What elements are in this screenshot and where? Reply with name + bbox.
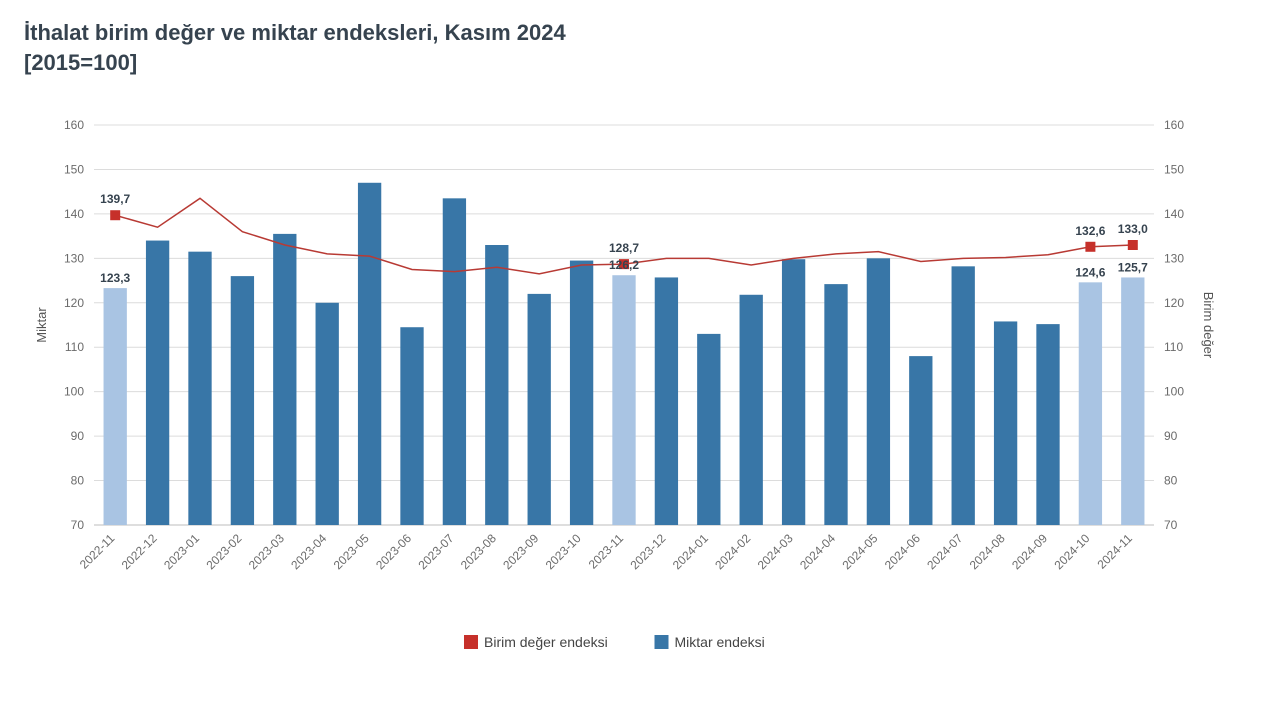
y-tick-right: 160 bbox=[1164, 118, 1184, 132]
x-tick-label: 2023-09 bbox=[500, 531, 541, 572]
x-tick-label: 2024-09 bbox=[1009, 531, 1050, 572]
y-tick-left: 100 bbox=[64, 385, 84, 399]
y-tick-left: 160 bbox=[64, 118, 84, 132]
bar bbox=[655, 278, 678, 526]
x-tick-label: 2023-05 bbox=[331, 531, 372, 572]
chart-title-line1: İthalat birim değer ve miktar endeksleri… bbox=[24, 18, 1256, 48]
bar bbox=[867, 259, 890, 526]
bar-data-label: 126,2 bbox=[609, 259, 639, 273]
y-tick-left: 110 bbox=[65, 341, 84, 355]
y-tick-right: 70 bbox=[1164, 518, 1178, 532]
bar bbox=[782, 260, 805, 526]
x-tick-label: 2024-10 bbox=[1051, 531, 1092, 572]
bar-data-label: 124,6 bbox=[1075, 266, 1105, 280]
x-tick-label: 2024-01 bbox=[670, 531, 711, 572]
x-tick-label: 2024-06 bbox=[882, 531, 923, 572]
y-tick-right: 150 bbox=[1164, 163, 1184, 177]
y-tick-left: 140 bbox=[64, 207, 84, 221]
legend-marker-icon bbox=[464, 635, 478, 649]
legend-label: Birim değer endeksi bbox=[484, 634, 608, 650]
x-tick-label: 2023-02 bbox=[203, 531, 244, 572]
y-tick-right: 90 bbox=[1164, 429, 1178, 443]
y-tick-left: 70 bbox=[71, 518, 85, 532]
bar bbox=[104, 288, 127, 525]
x-tick-label: 2023-01 bbox=[161, 531, 202, 572]
x-tick-label: 2023-06 bbox=[373, 531, 414, 572]
y-tick-left: 120 bbox=[64, 296, 84, 310]
bar bbox=[485, 245, 508, 525]
bar bbox=[909, 356, 932, 525]
bar bbox=[1079, 283, 1102, 526]
x-tick-label: 2022-12 bbox=[119, 531, 160, 572]
bar-data-label: 123,3 bbox=[100, 271, 130, 285]
y-tick-right: 120 bbox=[1164, 296, 1184, 310]
bar bbox=[824, 284, 847, 525]
bar bbox=[994, 322, 1017, 526]
x-tick-label: 2022-11 bbox=[77, 531, 118, 572]
line-data-label: 132,6 bbox=[1075, 224, 1105, 238]
y-tick-left: 130 bbox=[64, 252, 84, 266]
bar bbox=[570, 261, 593, 525]
line-marker bbox=[110, 211, 120, 221]
x-tick-label: 2024-08 bbox=[967, 531, 1008, 572]
chart-container: 70 70 80 80 90 90 100 100 110 110 120 120 130 130 140 1… bbox=[24, 105, 1224, 665]
line-marker bbox=[1128, 240, 1138, 250]
x-tick-label: 2023-10 bbox=[543, 531, 584, 572]
bar bbox=[400, 328, 423, 526]
y-axis-left-label: Miktar bbox=[34, 307, 49, 343]
chart-title-line2: [2015=100] bbox=[24, 48, 1256, 78]
bar bbox=[146, 241, 169, 525]
chart-svg: 70 70 80 80 90 90 100 100 110 110 120 120 130 130 140 1… bbox=[24, 105, 1224, 665]
x-tick-label: 2024-02 bbox=[712, 531, 753, 572]
x-tick-label: 2024-07 bbox=[924, 531, 965, 572]
line-data-label: 133,0 bbox=[1118, 222, 1148, 236]
y-tick-left: 80 bbox=[71, 474, 85, 488]
y-tick-left: 90 bbox=[71, 429, 85, 443]
x-tick-label: 2024-05 bbox=[839, 531, 880, 572]
y-tick-right: 110 bbox=[1164, 341, 1183, 355]
y-tick-right: 140 bbox=[1164, 207, 1184, 221]
x-tick-label: 2024-04 bbox=[797, 531, 838, 572]
line-data-label: 139,7 bbox=[100, 193, 130, 207]
x-tick-label: 2023-08 bbox=[458, 531, 499, 572]
bar bbox=[443, 199, 466, 526]
line-marker bbox=[1085, 242, 1095, 252]
y-tick-right: 130 bbox=[1164, 252, 1184, 266]
bar-data-label: 125,7 bbox=[1118, 261, 1148, 275]
x-tick-label: 2023-04 bbox=[288, 531, 329, 572]
bar bbox=[316, 303, 339, 525]
bar bbox=[528, 294, 551, 525]
x-tick-label: 2023-03 bbox=[246, 531, 287, 572]
bar bbox=[697, 334, 720, 525]
bar bbox=[1036, 324, 1059, 525]
y-tick-right: 100 bbox=[1164, 385, 1184, 399]
line-data-label: 128,7 bbox=[609, 241, 639, 255]
bar bbox=[952, 267, 975, 526]
legend-label: Miktar endeksi bbox=[675, 634, 765, 650]
x-tick-label: 2024-03 bbox=[755, 531, 796, 572]
x-tick-label: 2023-12 bbox=[627, 531, 668, 572]
bar bbox=[273, 234, 296, 525]
x-tick-label: 2024-11 bbox=[1095, 531, 1136, 572]
x-tick-label: 2023-07 bbox=[415, 531, 456, 572]
bar bbox=[231, 276, 254, 525]
y-tick-right: 80 bbox=[1164, 474, 1178, 488]
x-tick-label: 2023-11 bbox=[586, 531, 627, 572]
bar bbox=[188, 252, 211, 525]
bar bbox=[740, 295, 763, 525]
bar bbox=[358, 183, 381, 525]
y-tick-left: 150 bbox=[64, 163, 84, 177]
bar bbox=[1121, 278, 1144, 526]
legend-bar-icon bbox=[655, 635, 669, 649]
y-axis-right-label: Birim değer bbox=[1201, 292, 1216, 359]
bar bbox=[612, 276, 635, 526]
